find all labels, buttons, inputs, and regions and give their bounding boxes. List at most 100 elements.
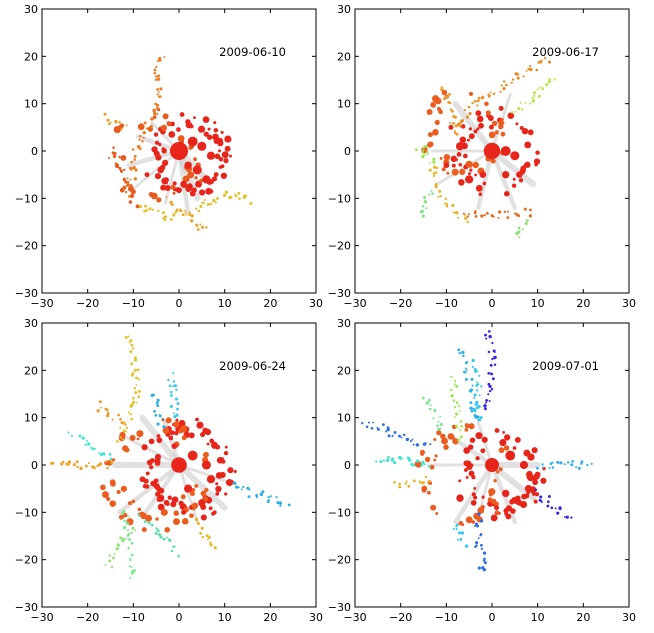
arm-point xyxy=(110,460,113,464)
arm-point xyxy=(547,495,551,498)
arm-point xyxy=(398,455,402,460)
arm-point xyxy=(124,336,128,339)
ring-point xyxy=(203,131,209,137)
arm-point xyxy=(130,362,134,366)
ring-point xyxy=(468,172,472,176)
arm-point xyxy=(134,391,138,395)
ring-point xyxy=(518,178,524,183)
y-tick-label: 0 xyxy=(31,459,38,472)
arm-point xyxy=(483,213,486,217)
ring-point xyxy=(154,172,162,180)
ring-point xyxy=(154,453,162,461)
arm-point xyxy=(435,166,439,170)
arm-point xyxy=(479,533,482,537)
arm-point xyxy=(87,462,90,465)
arm-point xyxy=(130,403,134,407)
arm-point xyxy=(425,144,428,148)
arm-point xyxy=(100,406,102,409)
arm-point xyxy=(405,480,408,483)
arm-point xyxy=(577,466,581,470)
ring-point xyxy=(160,184,167,191)
arm-point xyxy=(454,129,457,132)
arm-point xyxy=(92,465,96,469)
arm-point xyxy=(130,373,135,377)
plot-area xyxy=(414,56,556,238)
ring-point xyxy=(172,181,177,186)
arm-point xyxy=(398,434,401,438)
arm-point xyxy=(418,480,422,484)
arm-point xyxy=(137,145,141,148)
y-tick-label: 20 xyxy=(24,50,38,63)
arm-point xyxy=(133,154,137,158)
arm-point xyxy=(172,380,176,383)
arm-point xyxy=(124,180,128,184)
arm-point xyxy=(554,507,557,510)
arm-point xyxy=(480,543,483,547)
arm-point xyxy=(465,361,469,364)
arm-point xyxy=(445,95,449,99)
hub-node xyxy=(192,165,202,175)
arm-point xyxy=(234,193,237,196)
arm-point xyxy=(547,60,552,64)
hub-node xyxy=(202,175,211,184)
arm-point xyxy=(506,216,510,220)
y-tick-label: −30 xyxy=(328,601,351,614)
ring-point xyxy=(202,116,210,123)
date-label: 2009-06-17 xyxy=(532,45,599,59)
x-tick-label: 0 xyxy=(176,297,183,310)
arm-point xyxy=(475,389,479,392)
ring-point xyxy=(474,173,478,177)
y-tick-label: −30 xyxy=(15,601,38,614)
ring-point xyxy=(204,487,209,493)
arm-point xyxy=(453,379,457,382)
arm-point xyxy=(455,211,459,215)
ring-point xyxy=(223,158,229,164)
ring-point xyxy=(533,499,538,504)
ring-point xyxy=(465,516,473,524)
arm-point xyxy=(110,566,114,569)
arm-point xyxy=(480,214,484,218)
arm-point xyxy=(433,410,436,413)
arm-point xyxy=(443,202,446,205)
arm-point xyxy=(156,74,160,78)
arm-point xyxy=(123,525,126,529)
arm-point xyxy=(119,128,123,131)
y-tick-label: 10 xyxy=(337,98,351,111)
arm-point xyxy=(453,383,456,386)
ring-point xyxy=(447,433,455,440)
ring-point xyxy=(527,453,535,461)
hub-node xyxy=(516,499,523,506)
arm-point xyxy=(125,124,128,127)
arm-point xyxy=(405,437,409,442)
ring-point xyxy=(154,140,160,145)
y-tick-label: 10 xyxy=(24,98,38,111)
ring-point xyxy=(469,437,476,443)
ring-point xyxy=(214,444,218,449)
arm-point xyxy=(440,88,444,91)
arm-point xyxy=(460,531,465,535)
arm-point xyxy=(459,435,463,439)
arm-point xyxy=(432,174,436,178)
arm-point xyxy=(169,404,173,408)
arm-point xyxy=(532,91,536,95)
hub-node xyxy=(516,171,523,178)
arm-point xyxy=(145,127,149,130)
hub-node xyxy=(148,438,155,445)
arm-point xyxy=(189,219,194,223)
ring-point xyxy=(433,437,437,441)
ring-point xyxy=(213,121,217,125)
arm-point xyxy=(468,112,472,116)
ring-point xyxy=(164,527,171,533)
arm-point xyxy=(156,398,160,403)
arm-point xyxy=(571,460,574,463)
x-tick-label: −20 xyxy=(389,611,412,624)
arm-point xyxy=(457,122,461,126)
arm-point xyxy=(546,500,550,504)
arm-point xyxy=(421,482,424,485)
arm-point xyxy=(212,198,216,203)
arm-point xyxy=(422,149,425,152)
hub-node xyxy=(500,146,511,156)
arm-point xyxy=(485,398,489,402)
ring-point xyxy=(430,101,437,108)
ring-point xyxy=(209,438,215,444)
